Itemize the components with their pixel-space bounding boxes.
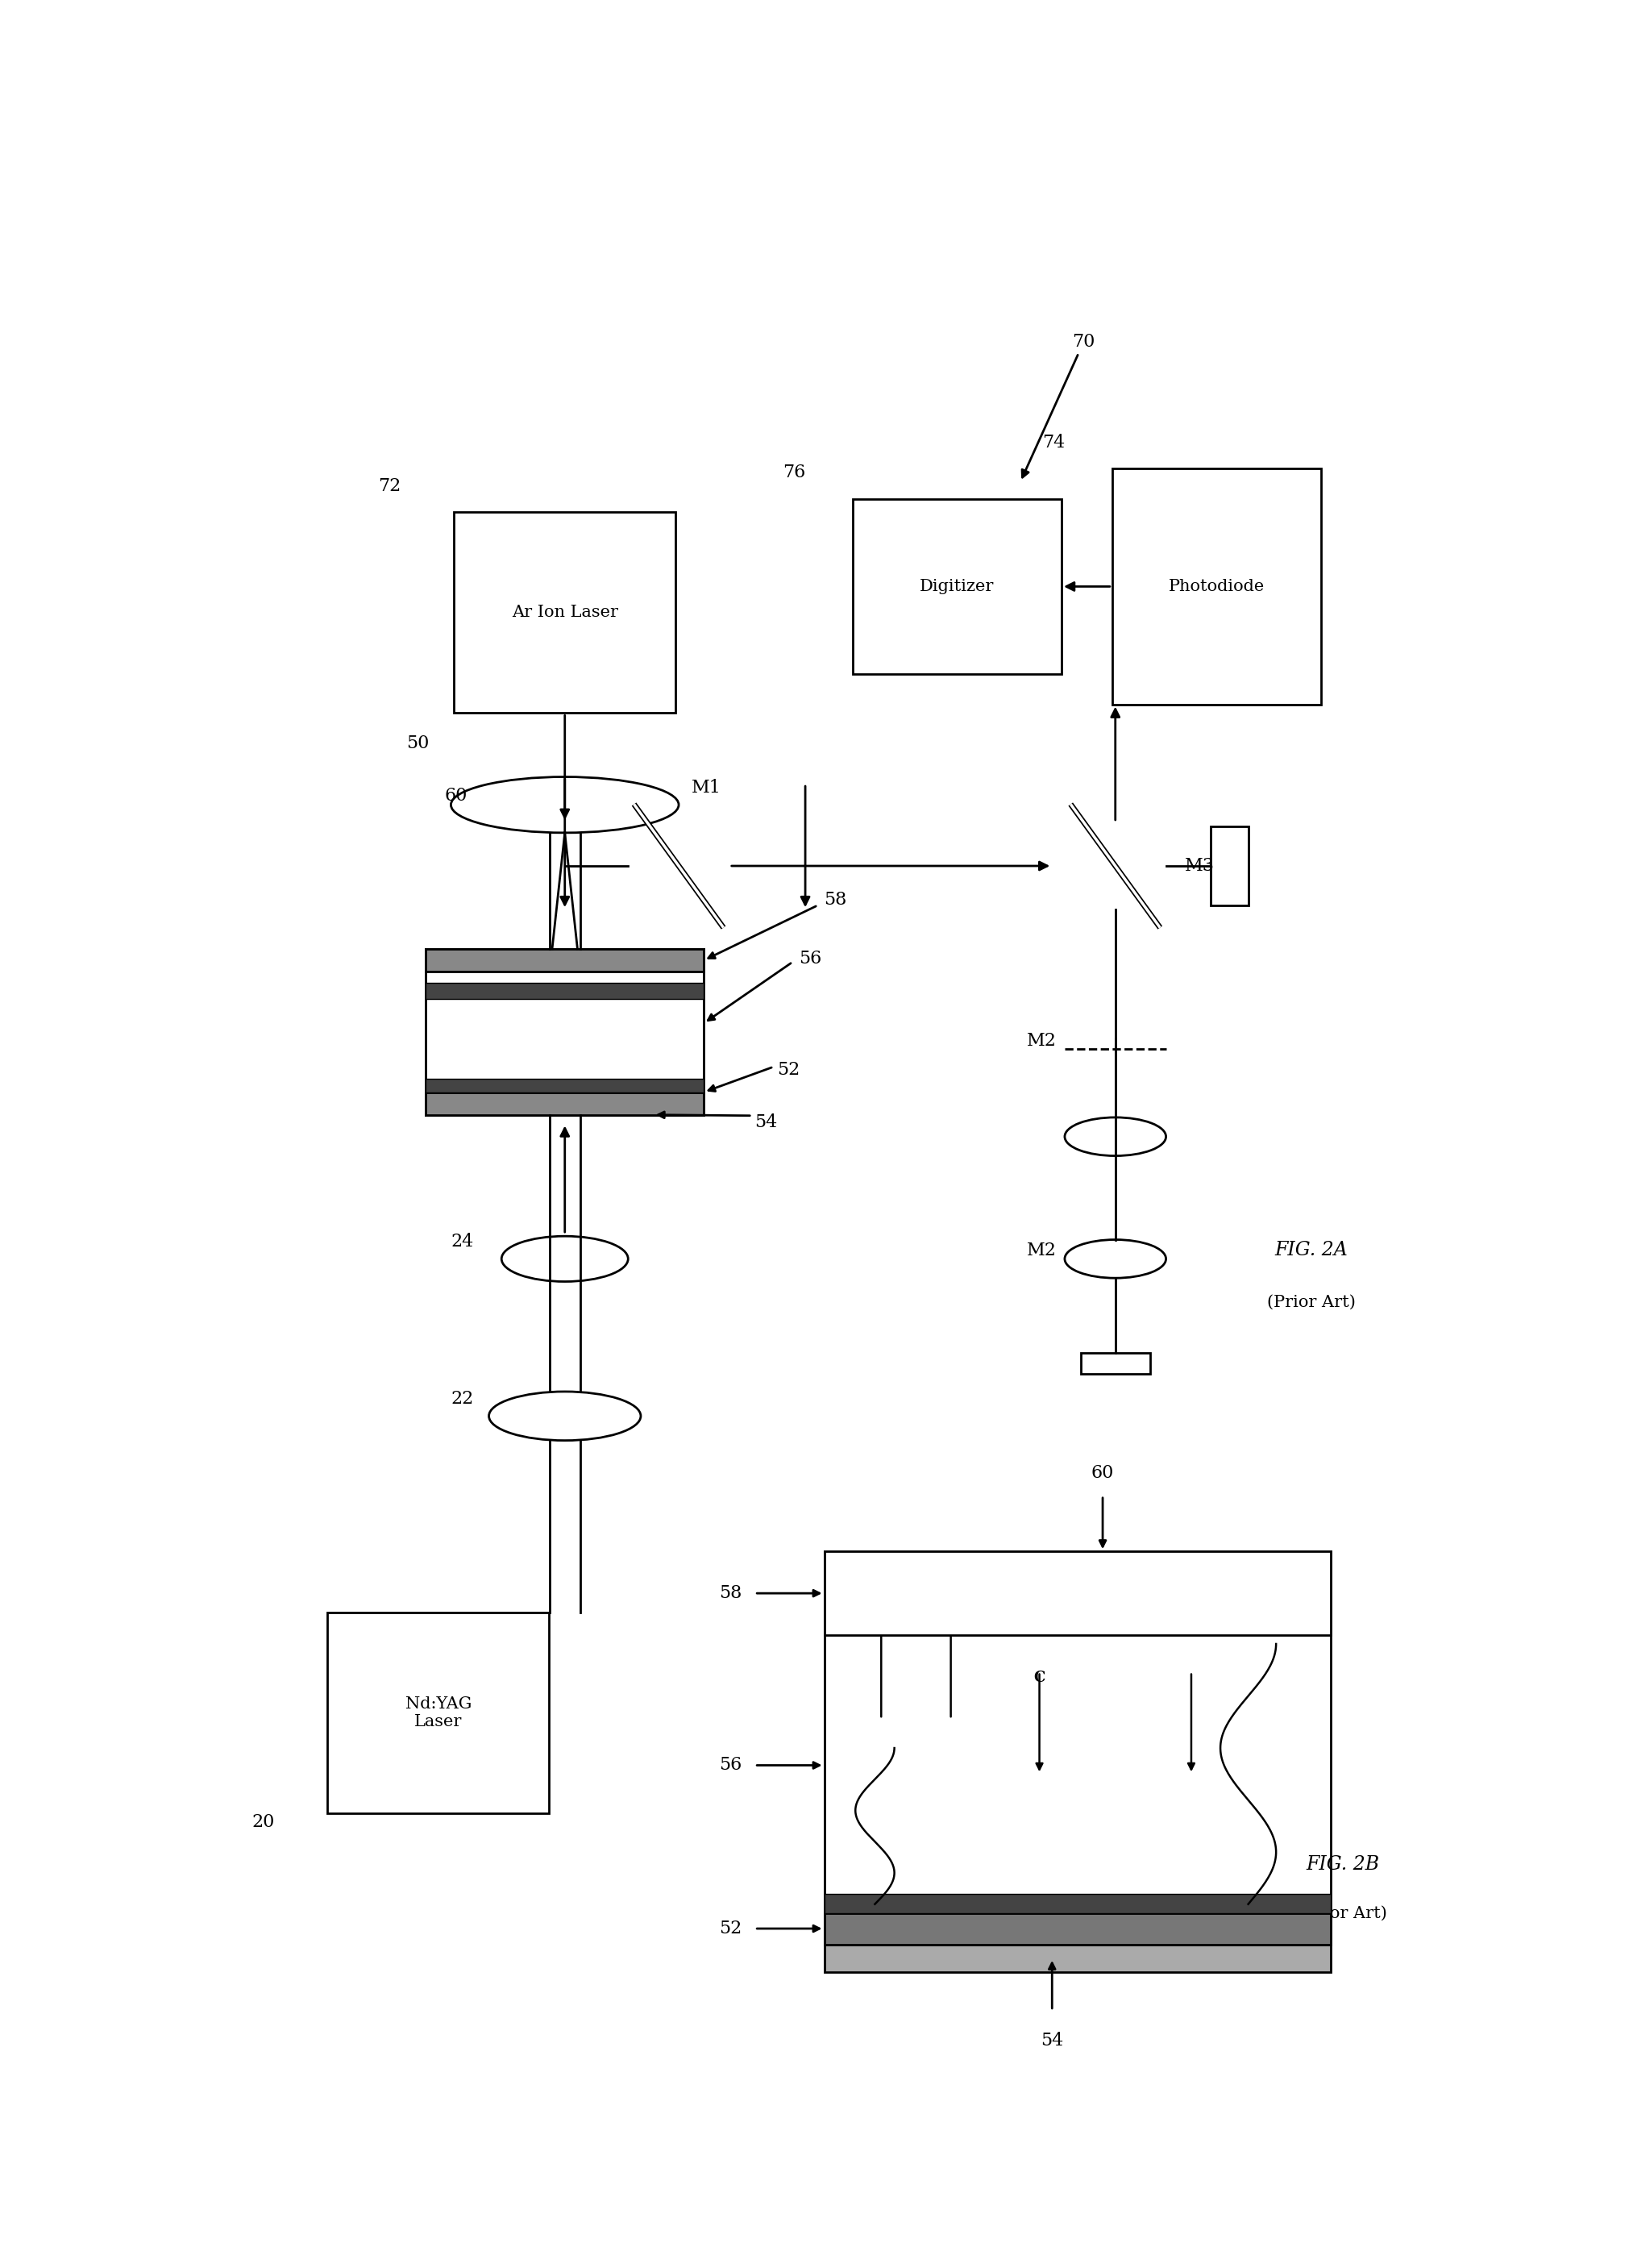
- Text: C: C: [1003, 1576, 1014, 1592]
- Bar: [825, 1894, 1331, 1912]
- Bar: [852, 499, 1061, 674]
- Bar: [825, 1944, 1331, 1973]
- Text: C: C: [1034, 1672, 1045, 1685]
- Bar: [426, 948, 704, 1116]
- Bar: [825, 1551, 1331, 1944]
- Text: M2: M2: [1027, 1241, 1057, 1259]
- Text: 70: 70: [1022, 333, 1096, 476]
- Text: M1: M1: [691, 778, 722, 796]
- Text: 54: 54: [1040, 2032, 1063, 2050]
- Text: 60: 60: [444, 787, 467, 805]
- Text: Photodiode: Photodiode: [1169, 578, 1264, 594]
- Bar: [1081, 1354, 1150, 1374]
- Bar: [1210, 826, 1248, 905]
- Text: Nd:YAG
Laser: Nd:YAG Laser: [405, 1696, 472, 1730]
- Text: 72: 72: [379, 476, 402, 494]
- Text: 22: 22: [451, 1390, 474, 1408]
- Text: Digitizer: Digitizer: [919, 578, 994, 594]
- Bar: [454, 513, 676, 712]
- Bar: [825, 1551, 1331, 1635]
- Bar: [825, 1912, 1331, 1944]
- Text: 74: 74: [1042, 433, 1065, 451]
- Text: 76: 76: [784, 465, 807, 481]
- Text: 20: 20: [251, 1814, 274, 1830]
- Text: (Prior Art): (Prior Art): [1267, 1295, 1355, 1311]
- Text: Ar Ion Laser: Ar Ion Laser: [511, 606, 617, 621]
- Text: 50: 50: [407, 735, 429, 753]
- Text: 24: 24: [451, 1232, 474, 1250]
- Text: 54: 54: [754, 1114, 777, 1132]
- Bar: [1112, 469, 1321, 705]
- Text: 56: 56: [799, 950, 821, 968]
- Ellipse shape: [488, 1393, 640, 1440]
- Bar: [426, 1080, 704, 1093]
- Text: 58: 58: [825, 891, 848, 909]
- Ellipse shape: [1065, 1118, 1166, 1157]
- Text: (Prior Art): (Prior Art): [1298, 1905, 1388, 1921]
- Text: M2: M2: [1027, 1032, 1057, 1050]
- Text: FIG. 2A: FIG. 2A: [1275, 1241, 1349, 1259]
- Text: T: T: [1199, 1585, 1210, 1601]
- Bar: [426, 982, 704, 998]
- Bar: [328, 1613, 549, 1814]
- Text: 58: 58: [719, 1585, 741, 1601]
- Text: M3: M3: [1186, 857, 1215, 875]
- Text: FIG. 2B: FIG. 2B: [1306, 1855, 1380, 1873]
- Ellipse shape: [451, 778, 679, 832]
- Bar: [426, 1093, 704, 1116]
- Text: 52: 52: [777, 1061, 800, 1080]
- Text: 56: 56: [719, 1755, 741, 1774]
- Ellipse shape: [501, 1236, 629, 1281]
- Text: 60: 60: [1091, 1463, 1114, 1481]
- Text: 52: 52: [719, 1919, 741, 1937]
- Bar: [426, 948, 704, 971]
- Ellipse shape: [1065, 1241, 1166, 1279]
